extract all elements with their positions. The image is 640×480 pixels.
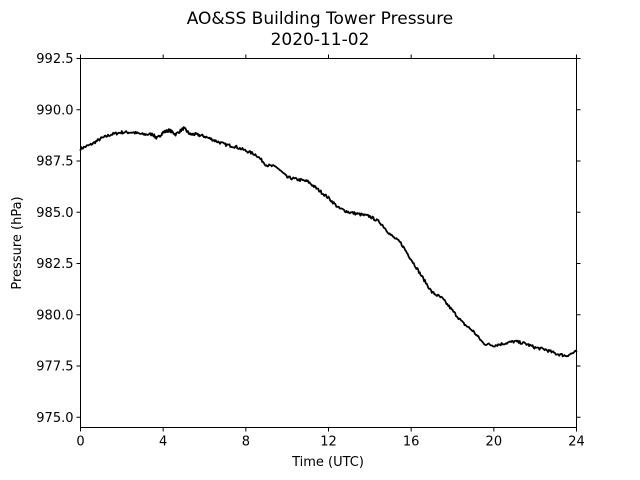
chart-title: AO&SS Building Tower Pressure <box>187 9 454 29</box>
chart-subtitle: 2020-11-02 <box>271 30 370 50</box>
y-tick-label: 982.5 <box>36 257 73 272</box>
x-tick-label: 24 <box>568 435 585 450</box>
pressure-series-line <box>79 126 578 358</box>
y-tick-label: 985.0 <box>36 206 73 221</box>
y-tick-label: 990.0 <box>36 103 73 118</box>
y-tick-label: 977.5 <box>36 360 73 375</box>
x-axis-ticks: 0 4 8 12 16 20 24 <box>76 54 585 450</box>
x-tick-label: 8 <box>242 435 250 450</box>
x-tick-label: 16 <box>403 435 420 450</box>
y-axis-ticks: 975.0 977.5 980.0 982.5 985.0 987.5 990.0 992.5 <box>36 52 581 426</box>
x-tick-label: 4 <box>159 435 167 450</box>
x-tick-label: 0 <box>76 435 84 450</box>
y-tick-label: 980.0 <box>36 308 73 323</box>
plot-frame <box>80 58 577 428</box>
y-axis-label: Pressure (hPa) <box>10 196 25 289</box>
x-tick-label: 20 <box>486 435 503 450</box>
x-tick-label: 12 <box>320 435 337 450</box>
x-axis-label: Time (UTC) <box>291 455 364 470</box>
y-tick-label: 992.5 <box>36 52 73 67</box>
y-tick-label: 987.5 <box>36 155 73 170</box>
y-tick-label: 975.0 <box>36 411 73 426</box>
